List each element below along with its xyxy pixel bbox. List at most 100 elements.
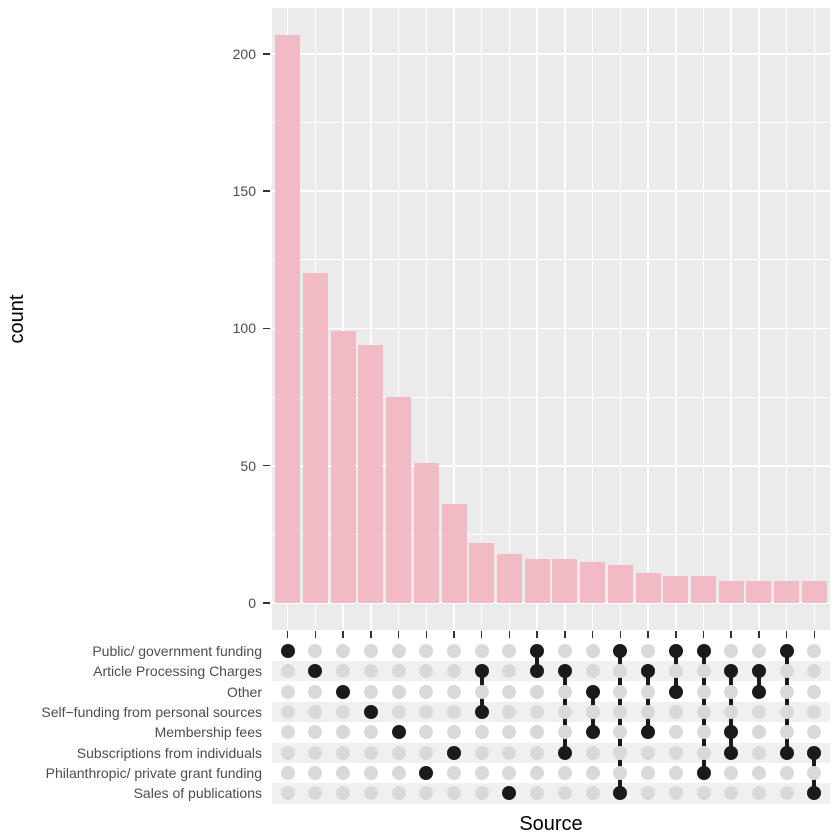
matrix-dot-empty <box>751 745 766 760</box>
matrix-dot-empty <box>474 643 489 658</box>
x-gridline-major <box>453 8 455 630</box>
matrix-connector <box>646 671 651 733</box>
matrix-dot-filled <box>502 786 517 801</box>
matrix-dot-empty <box>807 643 822 658</box>
matrix-dot-empty <box>502 684 517 699</box>
matrix-dot-empty <box>696 745 711 760</box>
matrix-dot-empty <box>779 725 794 740</box>
x-tick-mark <box>730 631 732 638</box>
x-gridline-major <box>675 8 677 630</box>
matrix-dot-filled <box>668 643 683 658</box>
matrix-dot-empty <box>363 664 378 679</box>
y-tick-label: 50 <box>240 457 256 474</box>
intersection-bar <box>524 559 550 603</box>
x-gridline-major <box>591 8 594 630</box>
matrix-dot-empty <box>502 745 517 760</box>
matrix-dot-empty <box>696 786 711 801</box>
x-tick-mark <box>508 631 511 638</box>
matrix-dot-empty <box>641 704 656 719</box>
matrix-dot-empty <box>557 766 572 781</box>
matrix-dot-filled <box>779 643 794 658</box>
matrix-dot-empty <box>668 745 683 760</box>
matrix-dot-empty <box>336 664 351 679</box>
matrix-dot-filled <box>419 766 434 781</box>
intersection-bar <box>580 561 606 603</box>
matrix-dot-empty <box>419 725 434 740</box>
matrix-dot-empty <box>807 766 822 781</box>
y-tick-label: 0 <box>248 595 256 611</box>
matrix-dot-empty <box>779 684 794 699</box>
matrix-dot-filled <box>696 766 711 781</box>
matrix-dot-empty <box>807 725 822 740</box>
matrix-dot-empty <box>502 725 517 740</box>
matrix-dot-empty <box>474 745 489 760</box>
matrix-dot-filled <box>724 664 739 679</box>
matrix-dot-empty <box>474 684 489 699</box>
y-tick-mark <box>263 190 270 192</box>
matrix-dot-empty <box>447 664 462 679</box>
matrix-dot-empty <box>336 766 351 781</box>
matrix-dot-empty <box>391 745 406 760</box>
matrix-dot-empty <box>668 664 683 679</box>
x-tick-mark <box>370 631 372 638</box>
matrix-dot-filled <box>557 664 572 679</box>
matrix-connector <box>756 671 761 692</box>
x-gridline-major <box>397 8 400 630</box>
x-tick-mark <box>702 631 705 638</box>
x-gridline-major <box>536 8 538 630</box>
matrix-dot-empty <box>696 664 711 679</box>
matrix-dot-empty <box>336 725 351 740</box>
matrix-dot-empty <box>280 684 295 699</box>
matrix-dot-filled <box>613 643 628 658</box>
x-gridline-major <box>508 8 511 630</box>
matrix-dot-empty <box>696 704 711 719</box>
matrix-dot-filled <box>751 684 766 699</box>
matrix-dot-filled <box>363 704 378 719</box>
matrix-dot-empty <box>668 786 683 801</box>
matrix-dot-empty <box>336 786 351 801</box>
y-gridline-minor <box>272 396 830 398</box>
matrix-dot-filled <box>474 664 489 679</box>
matrix-dot-empty <box>391 786 406 801</box>
y-tick-mark <box>263 53 270 55</box>
row-stripe <box>272 762 830 784</box>
matrix-dot-empty <box>613 745 628 760</box>
matrix-dot-empty <box>613 725 628 740</box>
matrix-dot-empty <box>613 684 628 699</box>
row-stripe <box>272 783 830 804</box>
matrix-dot-filled <box>724 745 739 760</box>
combination-matrix-panel <box>272 640 830 804</box>
matrix-dot-empty <box>751 786 766 801</box>
matrix-dot-empty <box>724 766 739 781</box>
x-gridline-major <box>785 8 788 630</box>
y-gridline-major <box>272 602 830 604</box>
matrix-dot-empty <box>419 786 434 801</box>
y-tick-label: 150 <box>232 183 256 200</box>
x-gridline-major <box>480 8 483 630</box>
matrix-dot-empty <box>724 684 739 699</box>
intersection-bar <box>718 581 744 603</box>
matrix-dot-filled <box>641 725 656 740</box>
matrix-dot-empty <box>419 745 434 760</box>
y-tick-label: 200 <box>232 45 256 62</box>
matrix-dot-empty <box>391 664 406 679</box>
matrix-dot-empty <box>585 786 600 801</box>
intersection-bar <box>691 575 716 603</box>
intersection-bar <box>275 34 301 603</box>
matrix-dot-filled <box>585 725 600 740</box>
x-gridline-major <box>813 8 816 630</box>
matrix-dot-empty <box>641 684 656 699</box>
intersection-bar <box>358 344 384 603</box>
matrix-dot-empty <box>585 745 600 760</box>
matrix-dot-empty <box>308 684 323 699</box>
y-tick-mark <box>263 327 270 330</box>
matrix-dot-empty <box>502 704 517 719</box>
x-tick-mark <box>675 631 677 638</box>
intersection-bar <box>386 397 412 603</box>
matrix-dot-empty <box>585 766 600 781</box>
x-tick-mark <box>813 631 816 638</box>
intersection-bar <box>663 575 689 603</box>
matrix-dot-empty <box>807 684 822 699</box>
row-stripe <box>272 742 830 763</box>
